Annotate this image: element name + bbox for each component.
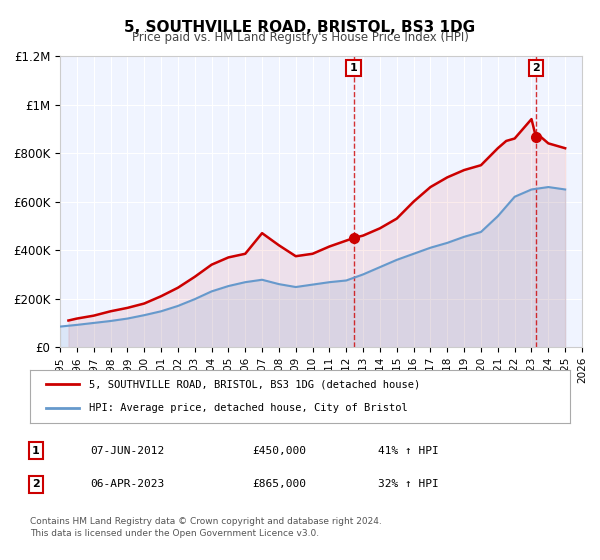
Text: Contains HM Land Registry data © Crown copyright and database right 2024.: Contains HM Land Registry data © Crown c…	[30, 517, 382, 526]
Text: £865,000: £865,000	[252, 479, 306, 489]
Text: 2: 2	[532, 63, 540, 73]
Text: £450,000: £450,000	[252, 446, 306, 456]
Text: 32% ↑ HPI: 32% ↑ HPI	[378, 479, 439, 489]
Text: 5, SOUTHVILLE ROAD, BRISTOL, BS3 1DG (detached house): 5, SOUTHVILLE ROAD, BRISTOL, BS3 1DG (de…	[89, 380, 421, 390]
Text: 5, SOUTHVILLE ROAD, BRISTOL, BS3 1DG: 5, SOUTHVILLE ROAD, BRISTOL, BS3 1DG	[124, 20, 476, 35]
Text: 07-JUN-2012: 07-JUN-2012	[90, 446, 164, 456]
Text: This data is licensed under the Open Government Licence v3.0.: This data is licensed under the Open Gov…	[30, 529, 319, 538]
Text: 1: 1	[32, 446, 40, 456]
Text: Price paid vs. HM Land Registry's House Price Index (HPI): Price paid vs. HM Land Registry's House …	[131, 31, 469, 44]
Text: 1: 1	[350, 63, 358, 73]
Text: 2: 2	[32, 479, 40, 489]
Text: 41% ↑ HPI: 41% ↑ HPI	[378, 446, 439, 456]
Text: 06-APR-2023: 06-APR-2023	[90, 479, 164, 489]
Text: HPI: Average price, detached house, City of Bristol: HPI: Average price, detached house, City…	[89, 403, 408, 413]
